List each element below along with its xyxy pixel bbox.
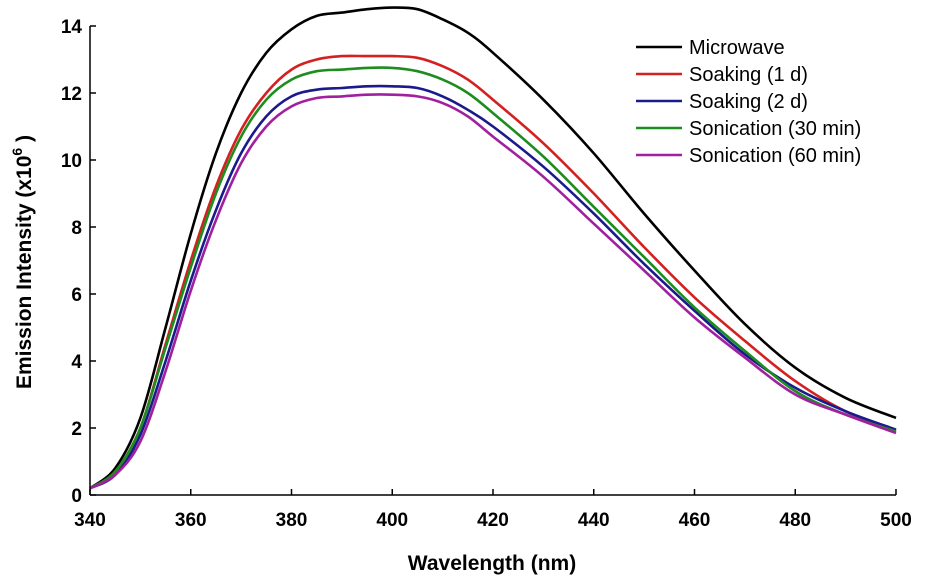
x-tick-label: 360 [175,510,207,531]
y-tick-label: 14 [61,17,83,38]
x-tick-label: 380 [276,510,308,531]
y-tick-label: 8 [71,218,82,239]
x-tick-label: 340 [74,510,106,531]
series-layer [89,6,897,490]
y-tick-label: 12 [61,84,82,105]
x-tick-label: 500 [880,510,912,531]
x-tick-label: 420 [477,510,509,531]
x-tick-label: 460 [679,510,711,531]
y-tick-label: 10 [61,151,82,172]
x-axis-title: Wavelength (nm) [408,552,576,575]
y-tick-label: 6 [71,285,82,306]
y-axis-title-main: Emission Intensity (x10 [13,156,36,389]
legend-label-2: Soaking (1 d) [689,64,808,86]
series-line-5 [89,93,897,490]
series-line-3 [89,84,897,490]
legend-label-1: Microwave [689,37,785,59]
x-tick-label: 440 [578,510,610,531]
x-tick-label: 480 [779,510,811,531]
y-tick-label: 0 [71,486,82,507]
series-line-2 [89,54,897,490]
y-axis-title: Emission Intensity (x106 ) [9,135,36,389]
series-line-1 [89,6,897,490]
legend-label-4: Sonication (30 min) [689,118,861,140]
x-tick-label: 400 [376,510,408,531]
series-line-4 [89,66,897,490]
y-axis-title-suffix: ) [13,135,36,148]
legend: Microwave Soaking (1 d) Soaking (2 d) Sonic… [636,37,861,167]
y-axis-title-exponent: 6 [9,148,25,156]
y-tick-label: 2 [71,419,82,440]
y-tick-label: 4 [71,352,82,373]
legend-label-5: Sonication (60 min) [689,145,861,167]
legend-label-3: Soaking (2 d) [689,91,808,113]
